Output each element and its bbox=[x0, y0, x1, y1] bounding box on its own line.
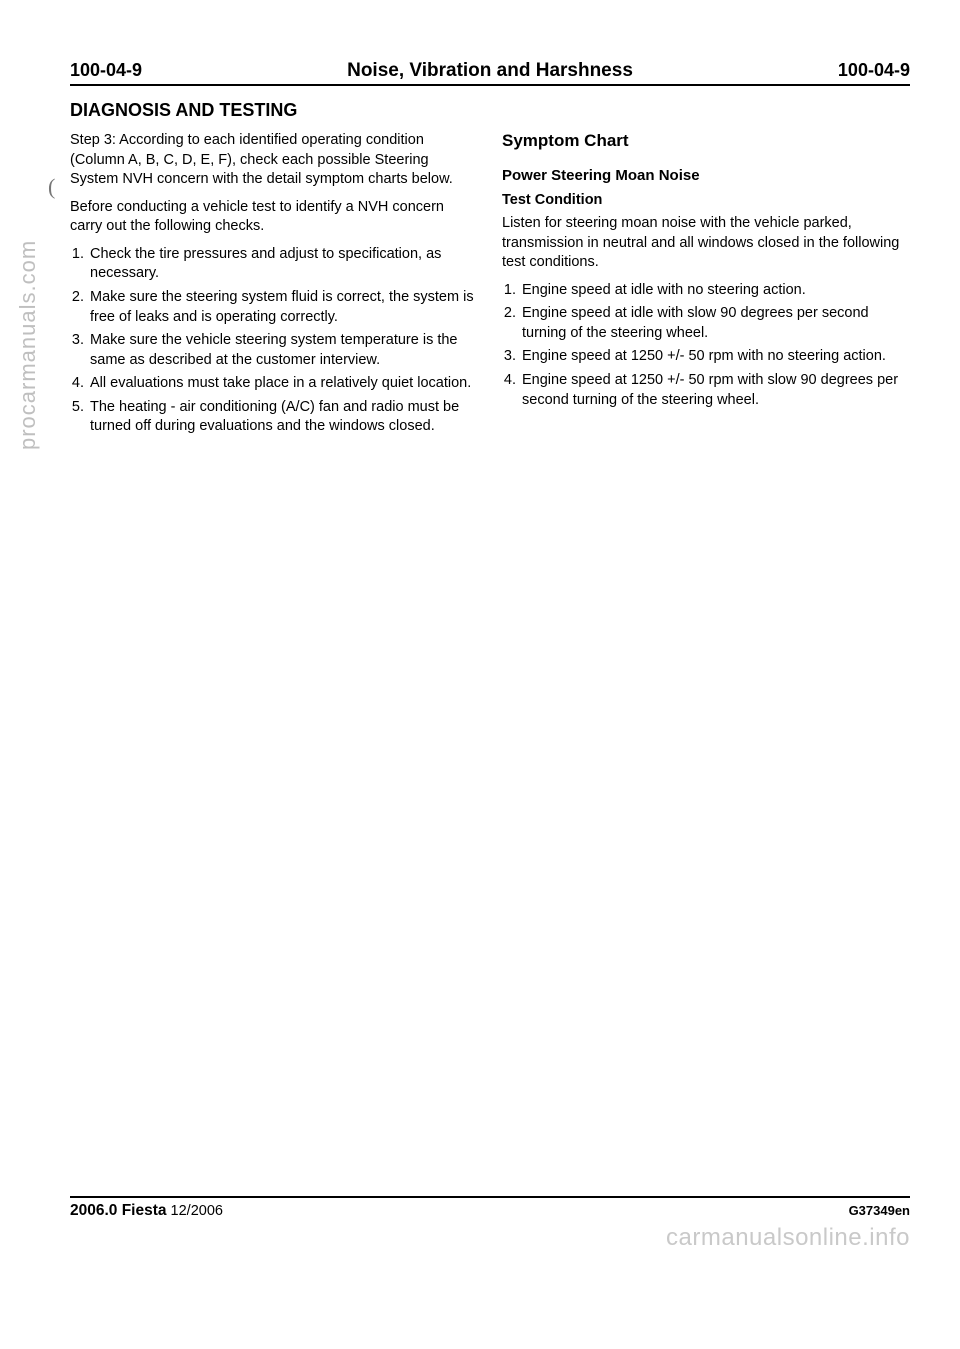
section-heading: DIAGNOSIS AND TESTING bbox=[70, 100, 910, 121]
test-condition-intro: Listen for steering moan noise with the … bbox=[502, 214, 910, 273]
content-columns: Step 3: According to each identified ope… bbox=[70, 131, 910, 445]
list-item: All evaluations must take place in a rel… bbox=[88, 374, 478, 394]
list-item: The heating - air conditioning (A/C) fan… bbox=[88, 398, 478, 437]
margin-paren-mark: ( bbox=[48, 174, 55, 200]
page: ( procarmanuals.com 100-04-9 Noise, Vibr… bbox=[0, 0, 960, 1260]
list-item: Engine speed at 1250 +/- 50 rpm with slo… bbox=[520, 371, 910, 410]
footer-code: G37349en bbox=[849, 1203, 910, 1218]
list-item: Engine speed at 1250 +/- 50 rpm with no … bbox=[520, 347, 910, 367]
test-condition-heading: Test Condition bbox=[502, 192, 910, 208]
header-section-right: 100-04-9 bbox=[838, 60, 910, 81]
bottom-watermark: carmanualsonline.info bbox=[666, 1224, 910, 1252]
page-footer: 2006.0 Fiesta 12/2006 G37349en bbox=[70, 1196, 910, 1220]
list-item: Engine speed at idle with no steering ac… bbox=[520, 281, 910, 301]
side-watermark: procarmanuals.com bbox=[15, 240, 41, 450]
symptom-chart-heading: Symptom Chart bbox=[502, 131, 910, 151]
footer-model-date: 12/2006 bbox=[167, 1203, 223, 1219]
before-paragraph: Before conducting a vehicle test to iden… bbox=[70, 198, 478, 237]
list-item: Check the tire pressures and adjust to s… bbox=[88, 245, 478, 284]
left-column: Step 3: According to each identified ope… bbox=[70, 131, 478, 445]
left-ordered-list: Check the tire pressures and adjust to s… bbox=[70, 245, 478, 437]
list-item: Engine speed at idle with slow 90 degree… bbox=[520, 304, 910, 343]
list-item: Make sure the steering system fluid is c… bbox=[88, 288, 478, 327]
header-title-center: Noise, Vibration and Harshness bbox=[347, 60, 633, 82]
footer-model-bold: 2006.0 Fiesta bbox=[70, 1202, 167, 1219]
page-header: 100-04-9 Noise, Vibration and Harshness … bbox=[70, 60, 910, 86]
step3-paragraph: Step 3: According to each identified ope… bbox=[70, 131, 478, 190]
list-item: Make sure the vehicle steering system te… bbox=[88, 331, 478, 370]
footer-model: 2006.0 Fiesta 12/2006 bbox=[70, 1202, 223, 1220]
right-column: Symptom Chart Power Steering Moan Noise … bbox=[502, 131, 910, 445]
header-section-left: 100-04-9 bbox=[70, 60, 142, 81]
power-steering-heading: Power Steering Moan Noise bbox=[502, 167, 910, 184]
right-ordered-list: Engine speed at idle with no steering ac… bbox=[502, 281, 910, 410]
